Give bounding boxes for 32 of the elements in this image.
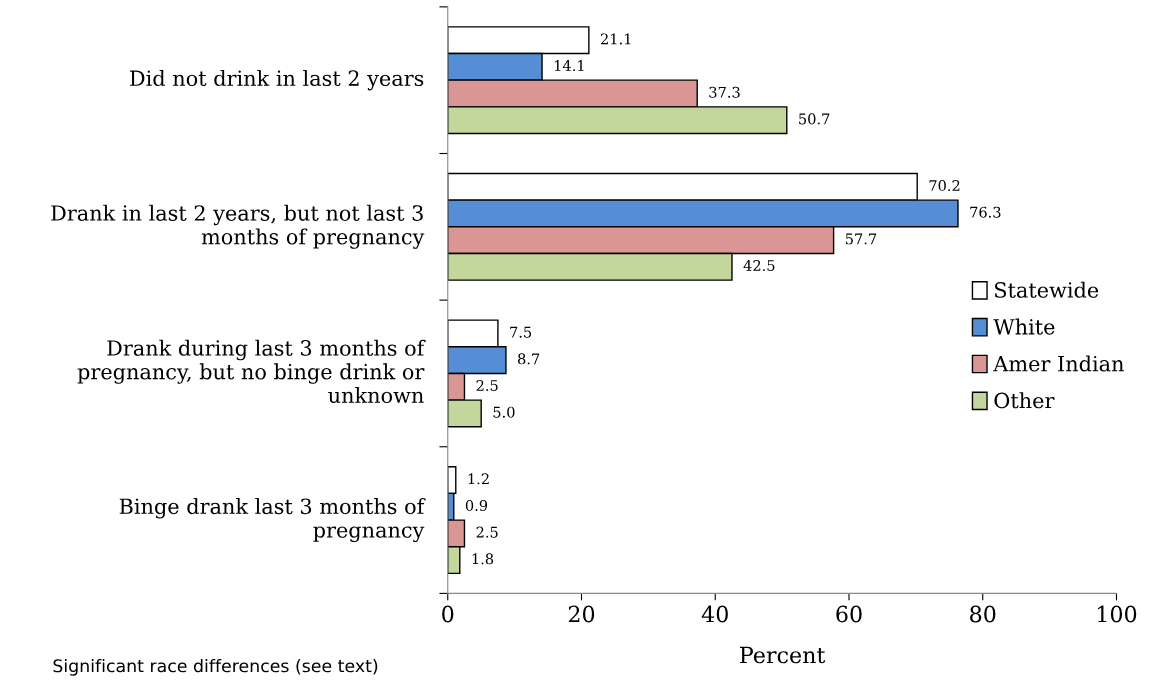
data-label: 42.5 [743, 260, 775, 272]
data-label: 1.2 [468, 473, 489, 485]
y-tick-label: Binge drank last 3 months of pregnancy [119, 498, 426, 543]
y-tick-label: Did not drink in last 2 years [130, 69, 424, 91]
legend-label: Statewide [995, 281, 1099, 298]
data-label: 2.5 [476, 526, 498, 538]
x-axis-title: Percent [740, 646, 826, 664]
legend-label: Other [994, 392, 1055, 409]
data-label: 2.5 [476, 379, 498, 391]
data-label: 14.1 [554, 60, 584, 72]
text: Significant race differences (see text) [53, 658, 378, 676]
x-tick-label: 0 [442, 605, 454, 623]
data-label: 50.7 [799, 113, 830, 125]
x-tick-label: 100 [1097, 605, 1137, 623]
data-label: 70.2 [929, 180, 960, 192]
data-label: 21.1 [600, 33, 631, 45]
x-tick-label: 40 [701, 605, 728, 623]
data-label: 0.9 [465, 499, 488, 511]
x-tick-label: 60 [836, 605, 862, 623]
data-label: 7.5 [510, 326, 532, 338]
data-label: 76.3 [970, 206, 1001, 218]
y-tick-label: Drank in last 2 years, but not last 3 months of pregnancy [51, 204, 425, 249]
x-tick-label: 80 [970, 605, 996, 623]
data-label: 8.7 [518, 353, 540, 365]
data-label: 5.0 [493, 406, 515, 418]
legend-label: Amer Indian [993, 355, 1124, 372]
data-label: 1.8 [472, 553, 494, 565]
x-tick-label: 20 [568, 605, 595, 623]
legend-label: White [993, 318, 1055, 335]
data-label: 37.3 [709, 86, 740, 98]
y-tick-label: Drank during last 3 months of pregnancy, but no binge drink or unknown [77, 339, 426, 404]
data-label: 57.7 [845, 233, 877, 245]
